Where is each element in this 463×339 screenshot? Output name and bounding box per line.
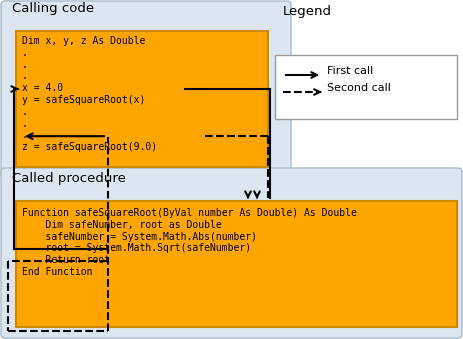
Text: .: . [22,119,28,128]
Text: Dim safeNumber, root as Double: Dim safeNumber, root as Double [22,220,222,230]
Text: Function safeSquareRoot(ByVal number As Double) As Double: Function safeSquareRoot(ByVal number As … [22,208,357,218]
FancyBboxPatch shape [275,55,457,119]
Text: x = 4.0: x = 4.0 [22,83,63,93]
FancyBboxPatch shape [16,201,457,327]
Text: safeNumber = System.Math.Abs(number): safeNumber = System.Math.Abs(number) [22,232,257,242]
Text: Called procedure: Called procedure [12,172,126,185]
Text: Return root: Return root [22,255,110,265]
Text: Second call: Second call [327,83,391,93]
Text: .: . [22,48,28,58]
FancyBboxPatch shape [1,1,291,179]
Text: y = safeSquareRoot(x): y = safeSquareRoot(x) [22,95,145,105]
Text: root = System.Math.Sqrt(safeNumber): root = System.Math.Sqrt(safeNumber) [22,243,251,253]
Text: .: . [22,131,28,140]
Text: End Function: End Function [22,267,93,277]
Text: z = safeSquareRoot(9.0): z = safeSquareRoot(9.0) [22,142,157,152]
FancyBboxPatch shape [16,31,268,167]
Text: Dim x, y, z As Double: Dim x, y, z As Double [22,36,145,46]
Text: Legend: Legend [283,5,332,18]
Text: .: . [22,107,28,117]
Text: .: . [22,72,28,81]
Text: First call: First call [327,66,373,76]
Text: Calling code: Calling code [12,2,94,15]
Text: .: . [22,60,28,69]
FancyBboxPatch shape [1,168,462,338]
